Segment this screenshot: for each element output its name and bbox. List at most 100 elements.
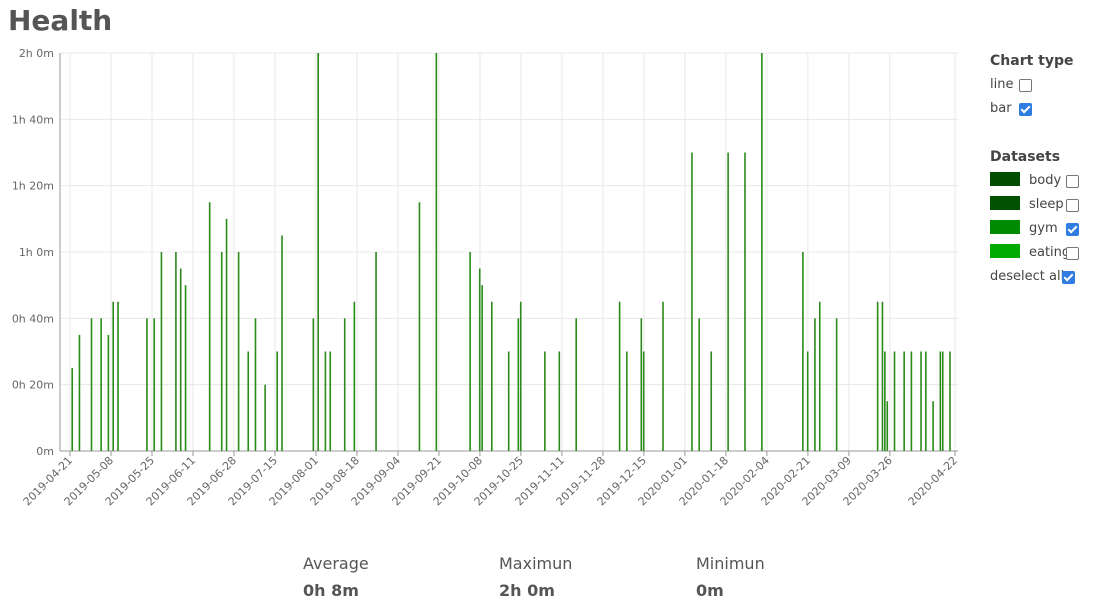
stat-label: Maximun xyxy=(499,554,573,573)
bar xyxy=(806,351,809,451)
bar xyxy=(626,351,628,451)
bar xyxy=(939,351,942,451)
bar xyxy=(886,401,889,451)
dataset-label: sleep xyxy=(1029,197,1064,212)
bar xyxy=(903,351,905,451)
bar xyxy=(517,318,520,451)
bar xyxy=(910,351,913,451)
dataset: sleep xyxy=(990,196,1079,220)
bar xyxy=(698,318,700,451)
y-tick-label: 0h 20m xyxy=(12,379,54,392)
dataset-label: body xyxy=(1029,173,1062,188)
option: bar xyxy=(990,100,1074,124)
stat-label: Average xyxy=(303,554,369,573)
bar xyxy=(225,218,228,451)
checkbox[interactable] xyxy=(1062,271,1075,284)
bar xyxy=(642,351,645,451)
bar xyxy=(519,301,522,451)
y-tick-label: 1h 40m xyxy=(12,113,54,126)
bar xyxy=(893,351,896,451)
bar xyxy=(618,301,621,451)
bar xyxy=(469,252,471,451)
stat: Average 0h 8m xyxy=(303,554,369,600)
y-tick-label: 2h 0m xyxy=(19,47,54,60)
bar xyxy=(920,351,922,451)
bar xyxy=(375,252,377,451)
dataset-label: gym xyxy=(1029,221,1058,236)
option-label: line xyxy=(990,77,1014,92)
dataset-label: eating xyxy=(1029,245,1071,260)
bar xyxy=(281,235,283,451)
bar xyxy=(727,152,729,451)
bar xyxy=(691,152,693,451)
dataset: body xyxy=(990,172,1079,196)
swatch xyxy=(990,196,1020,210)
bar xyxy=(802,252,804,451)
bar xyxy=(175,252,177,451)
bar xyxy=(507,351,510,451)
deselect-label: deselect all xyxy=(990,269,1065,284)
section-title: Datasets xyxy=(990,149,1061,165)
swatch xyxy=(990,220,1020,234)
stat-value: 2h 0m xyxy=(499,581,555,600)
bar xyxy=(491,301,493,451)
bar xyxy=(710,351,713,451)
bar xyxy=(932,401,934,451)
bar xyxy=(71,368,74,451)
bar xyxy=(254,318,257,451)
dataset: gym xyxy=(990,220,1079,244)
bar xyxy=(237,252,240,451)
sidebar: Chart type line bar Datasets body sleep gym eat… xyxy=(990,52,1079,292)
bar xyxy=(744,152,746,451)
bar xyxy=(418,202,421,451)
bar xyxy=(153,318,156,451)
bar xyxy=(112,301,115,451)
bar xyxy=(247,351,250,451)
bar xyxy=(835,318,838,451)
bar xyxy=(107,334,110,451)
bar xyxy=(117,301,119,451)
checkbox[interactable] xyxy=(1019,103,1032,116)
bar xyxy=(208,202,211,451)
bar xyxy=(329,351,332,451)
bar xyxy=(324,351,327,451)
bar xyxy=(435,53,438,451)
bar xyxy=(941,351,944,451)
bar xyxy=(884,351,886,451)
dataset: eating xyxy=(990,244,1079,268)
y-tick-label: 1h 0m xyxy=(19,246,54,259)
bar xyxy=(662,301,664,451)
bar xyxy=(100,318,102,451)
bar xyxy=(78,334,81,451)
bar xyxy=(160,252,163,451)
y-tick-label: 0h 40m xyxy=(12,312,54,325)
bar xyxy=(146,318,148,451)
bar xyxy=(818,301,821,451)
bar xyxy=(343,318,346,451)
stat: Maximun 2h 0m xyxy=(499,554,572,600)
bar xyxy=(761,53,763,451)
bar xyxy=(312,318,315,451)
bar xyxy=(640,318,643,451)
stat-value: 0m xyxy=(696,581,724,600)
bar xyxy=(276,351,278,451)
checkbox[interactable] xyxy=(1019,79,1032,92)
option-label: bar xyxy=(990,101,1012,116)
bar xyxy=(481,285,483,451)
deselect: deselect all xyxy=(990,268,1075,292)
bar xyxy=(184,285,187,451)
option: line xyxy=(990,76,1074,100)
bar xyxy=(220,252,223,451)
bar xyxy=(558,351,561,451)
checkbox[interactable] xyxy=(1066,247,1079,260)
swatch xyxy=(990,172,1020,186)
bar xyxy=(544,351,546,451)
checkbox[interactable] xyxy=(1066,199,1079,212)
page-title: Health xyxy=(8,4,113,37)
stat-value: 0h 8m xyxy=(303,581,359,600)
checkbox[interactable] xyxy=(1066,175,1079,188)
bar xyxy=(353,301,356,451)
checkbox[interactable] xyxy=(1066,223,1079,236)
